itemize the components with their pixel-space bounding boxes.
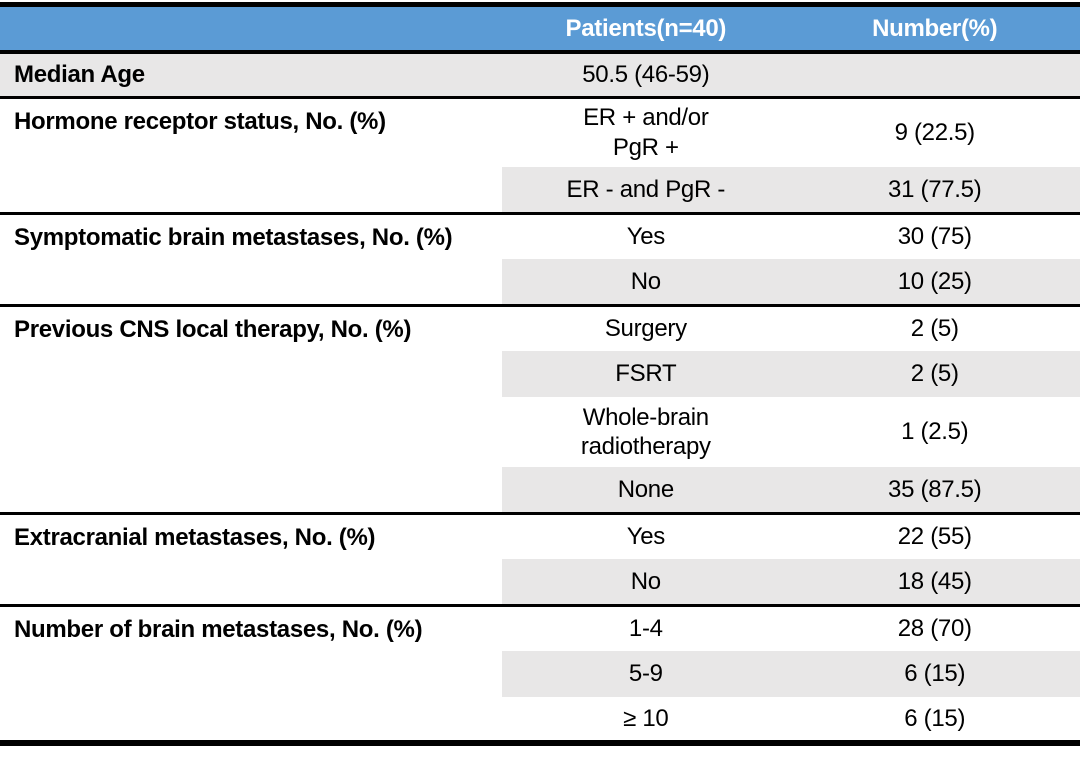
- option-cell: 5-9: [502, 651, 790, 697]
- option-cell: ≥ 10: [623, 704, 669, 732]
- table-row: FSRT 2 (5): [0, 351, 1080, 397]
- table-row: Whole-brain radiotherapy 1 (2.5): [0, 397, 1080, 467]
- value-cell: 50.5 (46-59): [502, 52, 790, 97]
- row-label-hormone-receptor-status: Hormone receptor status, No. (%): [0, 95, 503, 213]
- row-label: Median Age: [0, 52, 503, 97]
- option-cell: Surgery: [502, 303, 790, 351]
- number-cell: 18 (45): [789, 559, 1080, 605]
- row-label-number-of-brain-metastases: Number of brain metastases, No. (%): [0, 603, 503, 743]
- table-row: Number of brain metastases, No. (%) 1-4 …: [0, 603, 1080, 743]
- col-header-blank: [0, 4, 503, 54]
- table-row: No 18 (45): [0, 559, 1080, 605]
- table-row: ≥ 10 6 (15): [0, 697, 1080, 743]
- table-row: Extracranial metastases, No. (%) Yes 22 …: [0, 511, 1080, 605]
- number-cell: 31 (77.5): [789, 167, 1080, 213]
- row-label-extracranial-metastases: Extracranial metastases, No. (%): [0, 511, 503, 605]
- number-cell: 1 (2.5): [901, 418, 969, 446]
- option-cell: No: [502, 259, 790, 305]
- col-header-number: Number(%): [789, 4, 1080, 54]
- table-row: 5-9 6 (15): [0, 651, 1080, 697]
- option-cell: Yes: [502, 211, 790, 259]
- option-cell: ER + and/or PgR +: [502, 95, 790, 167]
- number-cell: [789, 52, 1080, 97]
- number-cell: 30 (75): [789, 211, 1080, 259]
- number-cell: 9 (22.5): [789, 95, 1080, 167]
- patient-characteristics-table: Patients(n=40) Number(%) Median Age 50.5…: [0, 2, 1080, 746]
- number-cell: 28 (70): [789, 603, 1080, 651]
- row-label-symptomatic-brain-metastases: Symptomatic brain metastases, No. (%): [0, 211, 503, 305]
- table-row: ER - and PgR - 31 (77.5): [0, 167, 1080, 213]
- option-cell: FSRT: [502, 351, 790, 397]
- option-cell: Yes: [502, 511, 790, 559]
- option-cell: None: [502, 467, 790, 513]
- option-cell: 1-4: [502, 603, 790, 651]
- number-cell: 6 (15): [789, 651, 1080, 697]
- header-row: Patients(n=40) Number(%): [0, 4, 1080, 54]
- page: Patients(n=40) Number(%) Median Age 50.5…: [0, 2, 1080, 746]
- table-row: Symptomatic brain metastases, No. (%) Ye…: [0, 211, 1080, 305]
- table-row: No 10 (25): [0, 259, 1080, 305]
- number-cell: 35 (87.5): [789, 467, 1080, 513]
- table-row: Previous CNS local therapy, No. (%) Surg…: [0, 303, 1080, 513]
- number-cell: 6 (15): [904, 704, 966, 732]
- row-label-previous-cns-local-therapy: Previous CNS local therapy, No. (%): [0, 303, 503, 513]
- option-cell: ER - and PgR -: [502, 167, 790, 213]
- col-header-patients: Patients(n=40): [502, 4, 790, 54]
- table-row-median-age: Median Age 50.5 (46-59): [0, 52, 1080, 97]
- option-cell: No: [502, 559, 790, 605]
- number-cell: 10 (25): [789, 259, 1080, 305]
- option-cell: Whole-brain radiotherapy: [580, 403, 711, 460]
- number-cell: 2 (5): [789, 351, 1080, 397]
- table-row: Hormone receptor status, No. (%) ER + an…: [0, 95, 1080, 213]
- number-cell: 22 (55): [789, 511, 1080, 559]
- number-cell: 2 (5): [789, 303, 1080, 351]
- table-row: None 35 (87.5): [0, 467, 1080, 513]
